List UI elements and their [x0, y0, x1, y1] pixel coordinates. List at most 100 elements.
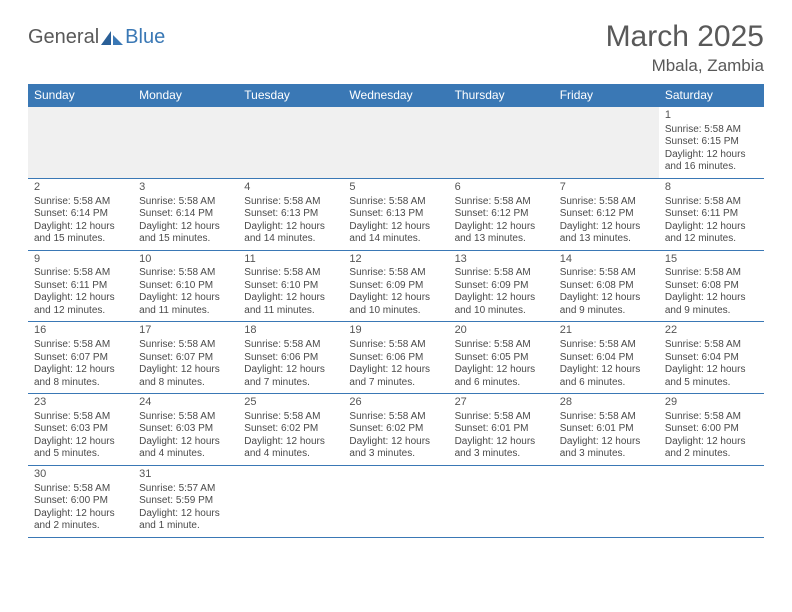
daylight-text-2: and 10 minutes.: [455, 305, 548, 318]
sunset-text: Sunset: 6:10 PM: [139, 280, 232, 293]
daylight-text-2: and 7 minutes.: [349, 377, 442, 390]
day-header: Friday: [554, 84, 659, 107]
sunset-text: Sunset: 6:04 PM: [665, 352, 758, 365]
calendar-cell: 26Sunrise: 5:58 AMSunset: 6:02 PMDayligh…: [343, 394, 448, 466]
sunset-text: Sunset: 6:01 PM: [455, 423, 548, 436]
daylight-text-2: and 14 minutes.: [244, 233, 337, 246]
sunrise-text: Sunrise: 5:58 AM: [139, 339, 232, 352]
sunrise-text: Sunrise: 5:58 AM: [244, 196, 337, 209]
daylight-text: Daylight: 12 hours: [665, 292, 758, 305]
sunrise-text: Sunrise: 5:57 AM: [139, 483, 232, 496]
sunset-text: Sunset: 6:07 PM: [139, 352, 232, 365]
daylight-text: Daylight: 12 hours: [139, 292, 232, 305]
calendar-cell: 1Sunrise: 5:58 AMSunset: 6:15 PMDaylight…: [659, 107, 764, 179]
calendar-cell: 28Sunrise: 5:58 AMSunset: 6:01 PMDayligh…: [554, 394, 659, 466]
daylight-text-2: and 2 minutes.: [665, 448, 758, 461]
sunset-text: Sunset: 6:12 PM: [455, 208, 548, 221]
daylight-text: Daylight: 12 hours: [560, 364, 653, 377]
calendar-cell: 5Sunrise: 5:58 AMSunset: 6:13 PMDaylight…: [343, 178, 448, 250]
calendar-cell: [659, 465, 764, 537]
daylight-text-2: and 5 minutes.: [34, 448, 127, 461]
daylight-text: Daylight: 12 hours: [560, 436, 653, 449]
sunset-text: Sunset: 6:10 PM: [244, 280, 337, 293]
calendar-cell: [554, 465, 659, 537]
daylight-text: Daylight: 12 hours: [244, 364, 337, 377]
calendar-row: 9Sunrise: 5:58 AMSunset: 6:11 PMDaylight…: [28, 250, 764, 322]
daylight-text: Daylight: 12 hours: [560, 221, 653, 234]
sunset-text: Sunset: 6:05 PM: [455, 352, 548, 365]
calendar-cell: [449, 465, 554, 537]
daylight-text-2: and 3 minutes.: [349, 448, 442, 461]
daylight-text: Daylight: 12 hours: [139, 221, 232, 234]
daylight-text: Daylight: 12 hours: [34, 221, 127, 234]
day-number: 25: [244, 396, 337, 410]
day-number: 19: [349, 324, 442, 338]
calendar-cell: [28, 107, 133, 179]
daylight-text-2: and 1 minute.: [139, 520, 232, 533]
calendar-cell: 15Sunrise: 5:58 AMSunset: 6:08 PMDayligh…: [659, 250, 764, 322]
day-header: Wednesday: [343, 84, 448, 107]
sunrise-text: Sunrise: 5:58 AM: [665, 411, 758, 424]
calendar-cell: 12Sunrise: 5:58 AMSunset: 6:09 PMDayligh…: [343, 250, 448, 322]
daylight-text: Daylight: 12 hours: [455, 221, 548, 234]
day-number: 2: [34, 181, 127, 195]
daylight-text: Daylight: 12 hours: [244, 221, 337, 234]
day-number: 4: [244, 181, 337, 195]
daylight-text-2: and 4 minutes.: [139, 448, 232, 461]
sunset-text: Sunset: 6:02 PM: [244, 423, 337, 436]
calendar-cell: 22Sunrise: 5:58 AMSunset: 6:04 PMDayligh…: [659, 322, 764, 394]
sunset-text: Sunset: 6:11 PM: [665, 208, 758, 221]
daylight-text-2: and 16 minutes.: [665, 161, 758, 174]
logo-sail-icon: [101, 29, 123, 47]
sunrise-text: Sunrise: 5:58 AM: [665, 196, 758, 209]
daylight-text-2: and 11 minutes.: [139, 305, 232, 318]
day-number: 9: [34, 253, 127, 267]
calendar-cell: 3Sunrise: 5:58 AMSunset: 6:14 PMDaylight…: [133, 178, 238, 250]
sunset-text: Sunset: 6:00 PM: [665, 423, 758, 436]
sunset-text: Sunset: 6:02 PM: [349, 423, 442, 436]
day-number: 3: [139, 181, 232, 195]
daylight-text-2: and 15 minutes.: [34, 233, 127, 246]
sunrise-text: Sunrise: 5:58 AM: [665, 339, 758, 352]
calendar-cell: 14Sunrise: 5:58 AMSunset: 6:08 PMDayligh…: [554, 250, 659, 322]
sunset-text: Sunset: 6:07 PM: [34, 352, 127, 365]
sunrise-text: Sunrise: 5:58 AM: [34, 267, 127, 280]
page: General Blue March 2025 Mbala, Zambia Su…: [0, 0, 792, 548]
day-number: 16: [34, 324, 127, 338]
sunrise-text: Sunrise: 5:58 AM: [560, 411, 653, 424]
calendar-row: 23Sunrise: 5:58 AMSunset: 6:03 PMDayligh…: [28, 394, 764, 466]
sunrise-text: Sunrise: 5:58 AM: [665, 267, 758, 280]
day-number: 29: [665, 396, 758, 410]
daylight-text: Daylight: 12 hours: [349, 436, 442, 449]
calendar-cell: 30Sunrise: 5:58 AMSunset: 6:00 PMDayligh…: [28, 465, 133, 537]
calendar-cell: 27Sunrise: 5:58 AMSunset: 6:01 PMDayligh…: [449, 394, 554, 466]
calendar-cell: [449, 107, 554, 179]
calendar-cell: 18Sunrise: 5:58 AMSunset: 6:06 PMDayligh…: [238, 322, 343, 394]
day-number: 5: [349, 181, 442, 195]
daylight-text: Daylight: 12 hours: [455, 292, 548, 305]
daylight-text-2: and 3 minutes.: [560, 448, 653, 461]
daylight-text: Daylight: 12 hours: [139, 364, 232, 377]
daylight-text: Daylight: 12 hours: [349, 364, 442, 377]
sunset-text: Sunset: 6:08 PM: [560, 280, 653, 293]
sunset-text: Sunset: 6:03 PM: [139, 423, 232, 436]
sunrise-text: Sunrise: 5:58 AM: [139, 411, 232, 424]
daylight-text-2: and 12 minutes.: [665, 233, 758, 246]
sunrise-text: Sunrise: 5:58 AM: [34, 411, 127, 424]
calendar-cell: 8Sunrise: 5:58 AMSunset: 6:11 PMDaylight…: [659, 178, 764, 250]
sunrise-text: Sunrise: 5:58 AM: [665, 124, 758, 137]
day-number: 17: [139, 324, 232, 338]
sunrise-text: Sunrise: 5:58 AM: [455, 339, 548, 352]
day-number: 24: [139, 396, 232, 410]
calendar-cell: [238, 465, 343, 537]
sunrise-text: Sunrise: 5:58 AM: [34, 483, 127, 496]
calendar-cell: 31Sunrise: 5:57 AMSunset: 5:59 PMDayligh…: [133, 465, 238, 537]
calendar-cell: 2Sunrise: 5:58 AMSunset: 6:14 PMDaylight…: [28, 178, 133, 250]
sunset-text: Sunset: 6:09 PM: [349, 280, 442, 293]
daylight-text: Daylight: 12 hours: [34, 292, 127, 305]
day-number: 15: [665, 253, 758, 267]
daylight-text-2: and 13 minutes.: [455, 233, 548, 246]
sunset-text: Sunset: 6:09 PM: [455, 280, 548, 293]
daylight-text: Daylight: 12 hours: [34, 364, 127, 377]
sunrise-text: Sunrise: 5:58 AM: [139, 267, 232, 280]
